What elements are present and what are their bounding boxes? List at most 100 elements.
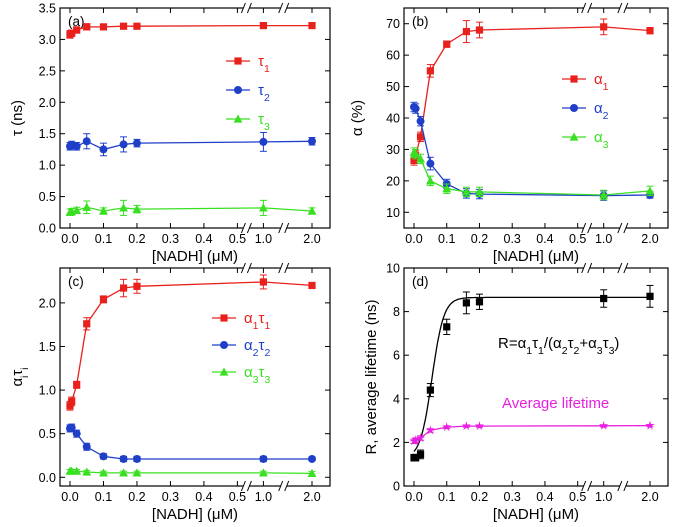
x-tick-label: 0.2 <box>471 490 488 504</box>
legend-entry: τ3 <box>258 111 270 133</box>
axis-break-mark <box>581 262 593 274</box>
y-tick-label: 10 <box>386 206 400 220</box>
y-tick-label: 2.5 <box>39 64 56 78</box>
y-axis-label: α (%) <box>349 100 366 136</box>
data-point <box>259 454 268 463</box>
x-tick-label: 0.0 <box>61 490 78 504</box>
y-tick-label: 1.0 <box>39 384 56 398</box>
series-2 <box>409 420 655 446</box>
data-point <box>461 421 472 431</box>
legend-marker <box>570 75 578 83</box>
axis-break-mark <box>240 222 252 234</box>
data-point <box>598 420 609 430</box>
data-point <box>416 117 425 126</box>
series-3 <box>65 199 317 216</box>
x-tick-label: 0.4 <box>536 490 553 504</box>
data-point <box>72 142 81 151</box>
data-point <box>416 133 425 141</box>
legend-marker <box>233 114 243 123</box>
data-point <box>645 420 655 430</box>
x-tick-label: 2.0 <box>641 490 658 504</box>
y-tick-label: 3.0 <box>39 33 56 47</box>
data-point <box>308 22 316 30</box>
data-point <box>646 27 654 35</box>
data-point <box>443 40 451 48</box>
y-tick-label: 20 <box>386 174 400 188</box>
data-point <box>132 468 142 477</box>
axis-break-mark <box>581 480 593 492</box>
series-3 <box>409 147 655 201</box>
x-tick-label: 2.0 <box>303 232 320 246</box>
y-tick-label: 2.0 <box>39 96 56 110</box>
data-point <box>83 23 91 31</box>
legend: τ1 τ2 τ3 <box>226 53 270 133</box>
legend-marker <box>569 132 579 141</box>
annotation-ratio-formula: R=α1τ1/(α2τ2+α3τ3) <box>498 335 619 357</box>
data-point <box>425 176 435 185</box>
legend-entry: α3τ3 <box>244 364 270 386</box>
y-axis-label: τ (ns) <box>9 100 26 136</box>
x-tick-label: 0.2 <box>471 232 488 246</box>
x-tick-label: 1.0 <box>255 490 272 504</box>
data-point <box>132 454 141 463</box>
legend-marker <box>220 341 228 349</box>
y-tick-label: 0 <box>393 480 400 494</box>
series-3 <box>65 466 317 477</box>
series-2 <box>66 423 316 463</box>
x-tick-label: 0.5 <box>569 490 586 504</box>
legend: α1 α2 α3 <box>562 71 609 151</box>
data-point <box>119 454 128 463</box>
legend: α1τ1 α2τ2 α3τ3 <box>212 310 270 386</box>
data-point <box>442 184 452 193</box>
data-point <box>415 433 426 443</box>
axis-break-mark <box>278 2 290 14</box>
legend-marker <box>220 314 228 322</box>
data-point <box>411 149 421 158</box>
data-point <box>443 323 451 331</box>
x-tick-label: 1.0 <box>255 232 272 246</box>
annotation-average-lifetime: Average lifetime <box>502 395 609 412</box>
axis-break-mark <box>240 480 252 492</box>
data-point <box>411 104 420 113</box>
y-tick-label: 0.0 <box>39 471 56 485</box>
y-tick-label: 70 <box>386 17 400 31</box>
data-point <box>461 187 471 196</box>
x-tick-label: 0.1 <box>438 232 455 246</box>
axis-break-mark <box>617 480 629 492</box>
x-tick-label: 0.1 <box>438 490 455 504</box>
data-point <box>82 137 91 146</box>
legend-marker <box>570 104 578 112</box>
series-line <box>413 152 651 196</box>
y-tick-label: 6 <box>393 349 400 363</box>
data-point <box>599 190 609 199</box>
axis-break-mark <box>278 222 290 234</box>
data-point <box>412 454 420 462</box>
y-tick-label: 0.5 <box>39 190 56 204</box>
series-1 <box>66 22 316 39</box>
legend-entry: α2τ2 <box>244 337 270 359</box>
y-tick-label: 3.5 <box>39 2 56 16</box>
data-point <box>259 203 268 212</box>
legend-entry: α2 <box>594 100 609 122</box>
data-point <box>72 466 82 475</box>
data-point <box>72 205 82 214</box>
x-tick-label: 0.4 <box>195 232 212 246</box>
data-point <box>68 29 76 37</box>
y-tick-label: 8 <box>393 305 400 319</box>
data-point <box>119 22 128 30</box>
legend-marker <box>234 57 242 65</box>
y-tick-label: 60 <box>386 49 400 63</box>
y-tick-label: 40 <box>386 112 400 126</box>
panel-label: (d) <box>412 274 429 289</box>
y-tick-label: 1.0 <box>39 159 56 173</box>
data-point <box>307 468 317 477</box>
x-tick-label: 0.3 <box>504 232 521 246</box>
legend-entry: α1 <box>594 71 609 93</box>
x-tick-label: 0.1 <box>95 490 112 504</box>
x-tick-label: 0.5 <box>229 490 246 504</box>
axis-break-mark <box>581 222 593 234</box>
x-tick-label: 0.0 <box>405 232 422 246</box>
data-point <box>308 454 316 463</box>
x-tick-label: 0.5 <box>569 232 586 246</box>
data-point <box>259 468 268 477</box>
